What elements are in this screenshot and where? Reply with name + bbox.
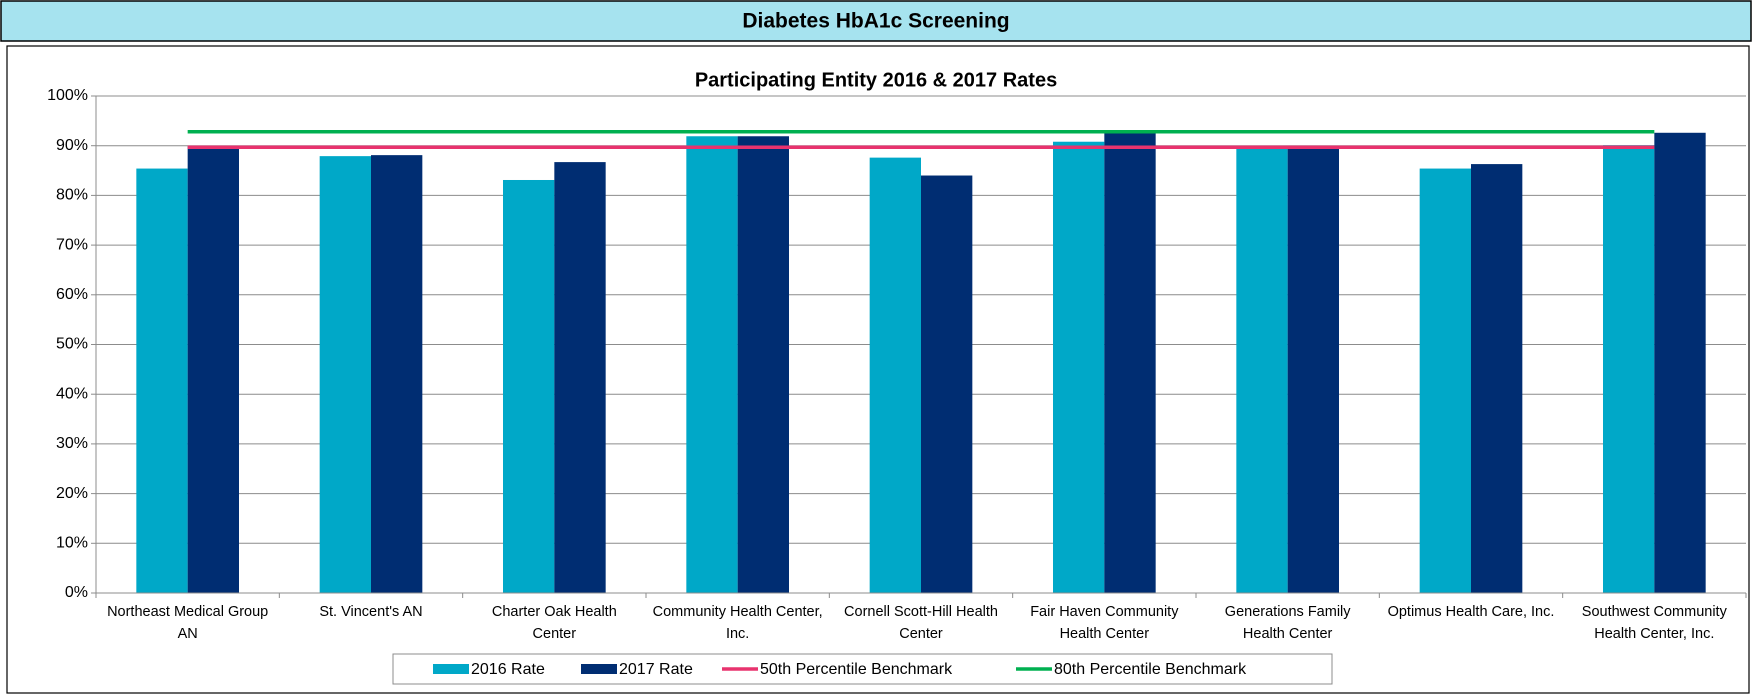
legend-swatch — [433, 664, 469, 674]
bar — [1236, 146, 1288, 593]
x-tick-label: Optimus Health Care, Inc. — [1387, 604, 1555, 620]
y-tick-label: 50% — [56, 336, 88, 353]
bar — [1104, 130, 1156, 594]
bar — [319, 156, 371, 593]
bar — [503, 179, 555, 594]
y-tick-label: 80% — [56, 187, 88, 204]
y-tick-label: 20% — [56, 485, 88, 502]
bar — [554, 162, 606, 593]
bar — [1654, 132, 1706, 593]
bar — [187, 146, 239, 593]
y-tick-label: 90% — [56, 137, 88, 154]
header-bar — [0, 0, 1752, 42]
y-tick-label: 0% — [65, 584, 88, 601]
x-tick-label: Charter Oak Health Center — [491, 604, 617, 642]
x-tick-label: Southwest Community Health Center, Inc. — [1581, 604, 1727, 642]
bar — [1419, 168, 1471, 593]
bar — [1053, 141, 1105, 593]
legend-swatch — [581, 664, 617, 674]
legend-label: 2017 Rate — [619, 661, 693, 678]
legend-label: 2016 Rate — [471, 661, 545, 678]
bar — [1287, 146, 1339, 593]
x-tick-label: Community Health Center, Inc. — [652, 604, 823, 642]
bar — [1603, 145, 1655, 593]
x-tick-label: Northeast Medical Group AN — [107, 604, 269, 642]
legend-label: 80th Percentile Benchmark — [1054, 661, 1247, 678]
bar — [686, 136, 738, 593]
bar — [136, 168, 188, 593]
y-tick-label: 40% — [56, 385, 88, 402]
x-tick-label: Cornell Scott-Hill Health Center — [844, 604, 998, 642]
legend-label: 50th Percentile Benchmark — [760, 661, 953, 678]
bar — [737, 136, 789, 593]
y-tick-label: 100% — [47, 87, 88, 104]
bar — [371, 155, 423, 593]
chart-title: Participating Entity 2016 & 2017 Rates — [695, 69, 1057, 91]
bar — [921, 175, 973, 593]
header-title: Diabetes HbA1c Screening — [742, 10, 1009, 33]
y-tick-label: 10% — [56, 535, 88, 552]
legend-box — [392, 653, 1333, 685]
y-tick-label: 30% — [56, 435, 88, 452]
bar — [1471, 164, 1523, 594]
bar — [869, 157, 921, 594]
y-tick-label: 70% — [56, 236, 88, 253]
y-tick-label: 60% — [56, 286, 88, 303]
x-tick-label: Generations Family Health Center — [1224, 604, 1351, 642]
x-tick-label: St. Vincent's AN — [319, 604, 423, 620]
x-tick-label: Fair Haven Community Health Center — [1030, 604, 1179, 642]
